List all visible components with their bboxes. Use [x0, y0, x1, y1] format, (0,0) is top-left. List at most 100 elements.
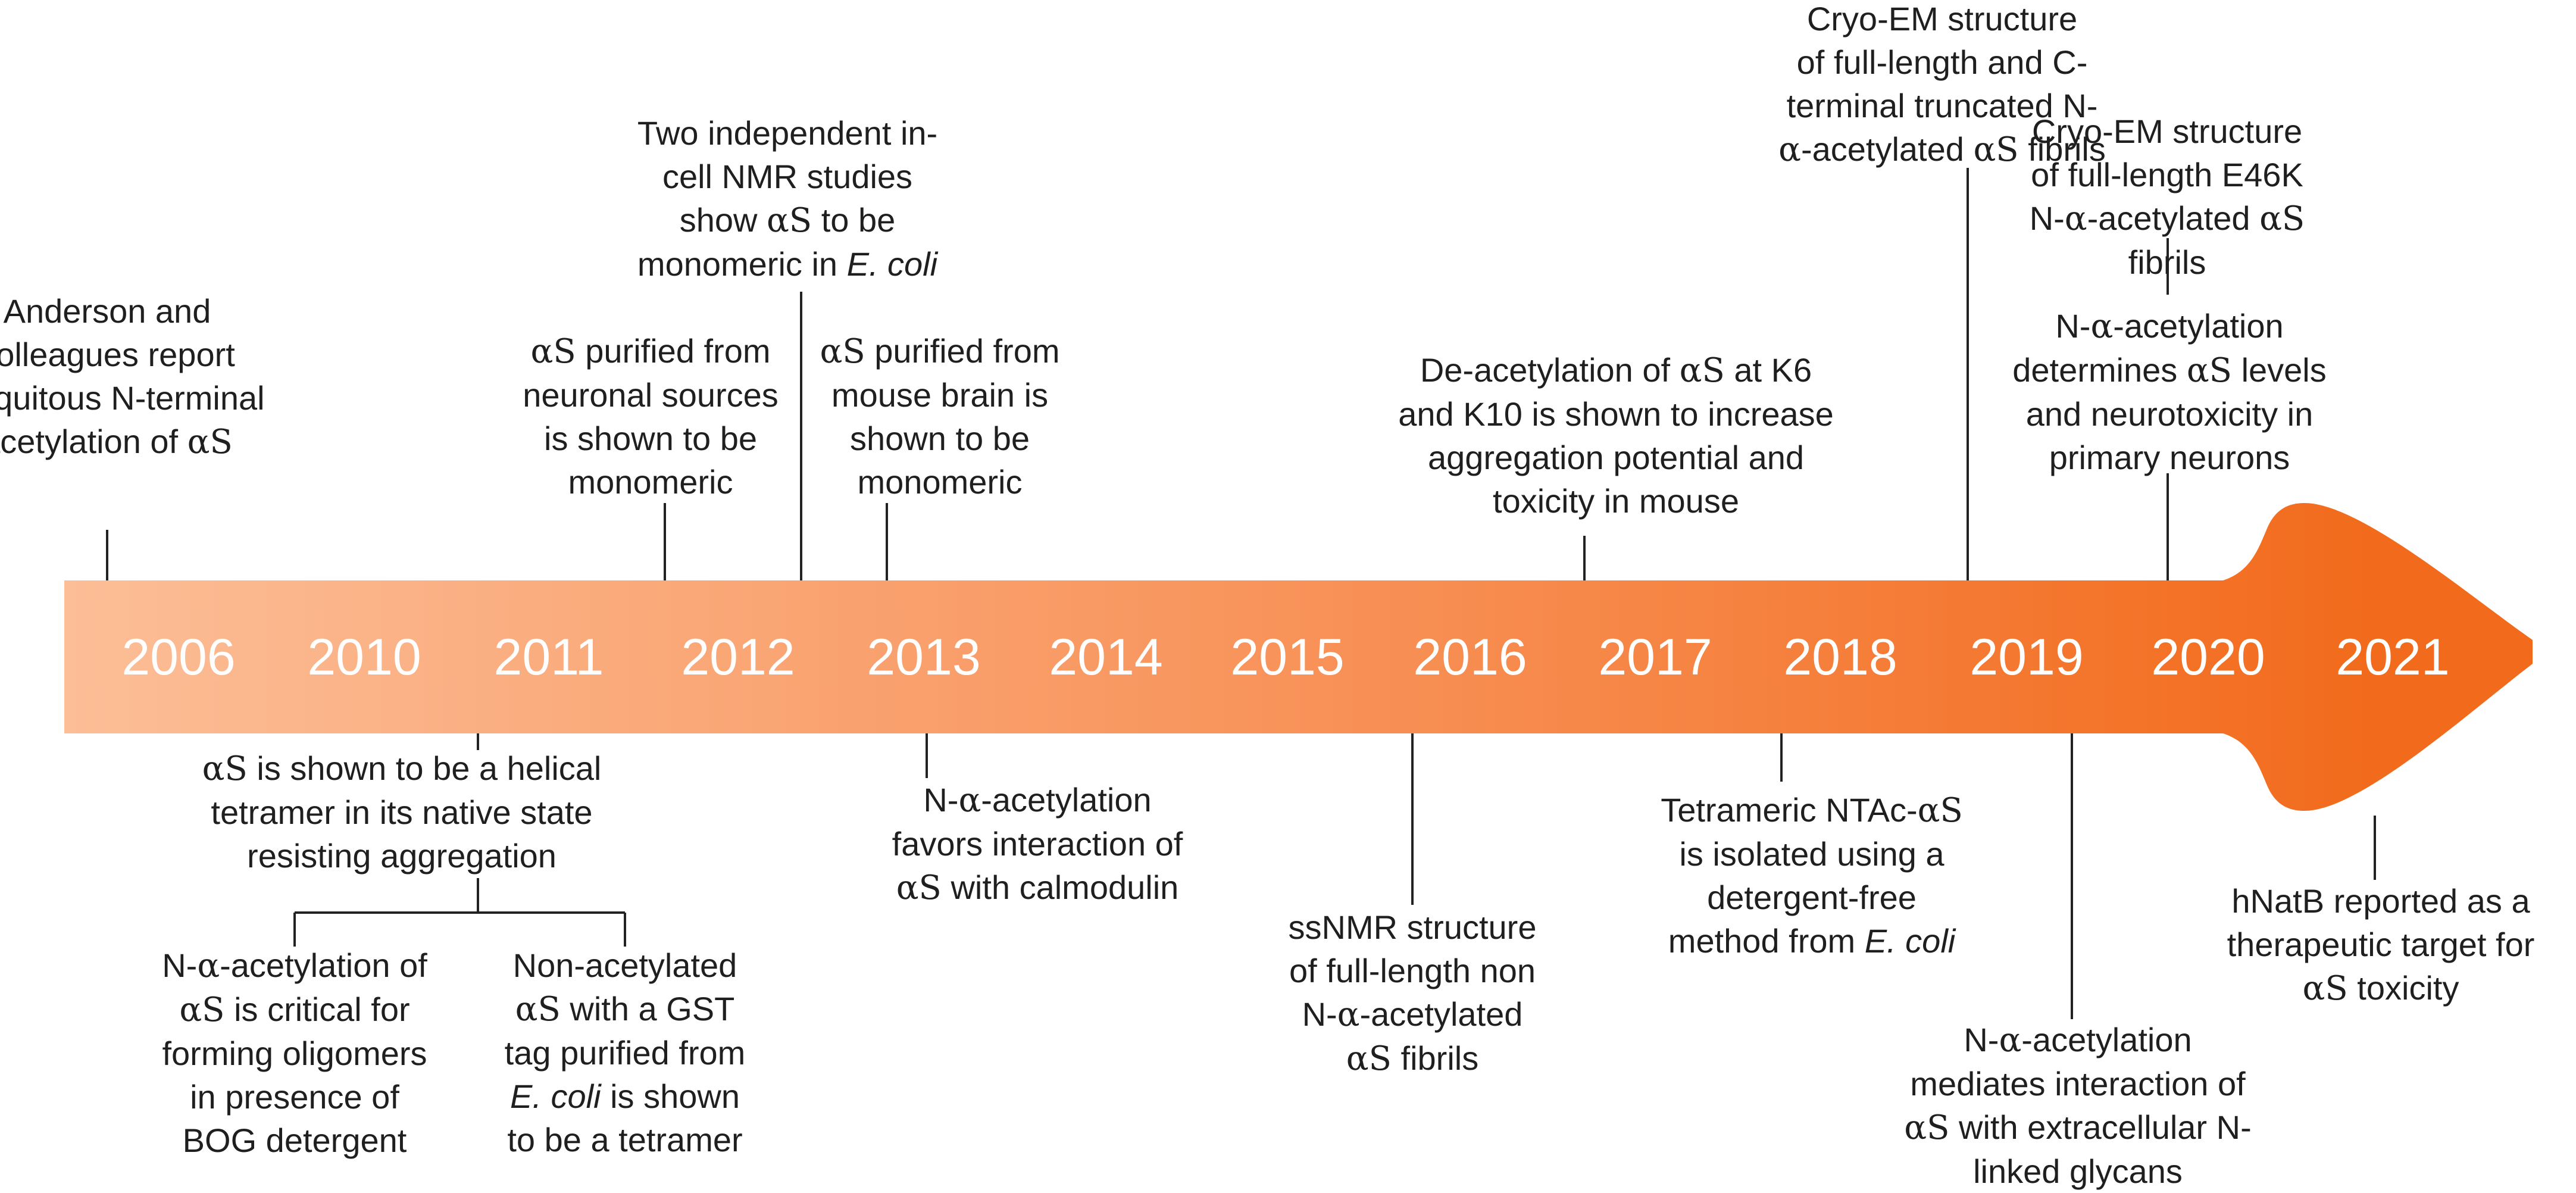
annotation-line: to be a tetramer	[507, 1121, 743, 1158]
greek-symbol: αS	[202, 749, 248, 788]
event-helical-tetramer: αS is shown to be a helical tetramer in i…	[202, 747, 602, 877]
year-label-2013: 2013	[867, 629, 980, 686]
annotation-line: αS purified from	[820, 332, 1060, 371]
annotation-line: in presence of	[190, 1078, 399, 1116]
italic-term: E. coli	[510, 1078, 601, 1115]
annotation-line: mediates interaction of	[1910, 1065, 2246, 1103]
annotation-line: αS with calmodulin	[896, 869, 1179, 907]
greek-symbol: αS	[1904, 1108, 1950, 1147]
year-label-2020: 2020	[2151, 629, 2265, 686]
annotation-line: αS fibrils	[1346, 1039, 1479, 1078]
annotation-line: determines αS levels	[2012, 351, 2327, 390]
italic-term: E. coli	[1864, 922, 1956, 960]
annotation-line: N-α-acetylation	[1964, 1021, 2192, 1060]
annotation-line: α-acetylated αS fibrils	[1778, 130, 2106, 169]
annotation-line: monomeric in E. coli	[637, 245, 938, 283]
event-neuronal-monomeric: αS purified from neuronal sources is shown…	[523, 329, 779, 504]
year-label-2016: 2016	[1413, 629, 1527, 686]
annotation-line: show αS to be	[679, 201, 896, 240]
annotation-line: terminal truncated N-	[1786, 87, 2098, 124]
annotation-line: N-α-acetylated αS	[2029, 199, 2305, 238]
annotation-line: Cryo-EM structure	[1806, 0, 2078, 38]
event-cryo-em-2019: Cryo-EM structure of full-length and C-te…	[1778, 0, 2106, 171]
annotation-line: therapeutic target for	[2227, 926, 2535, 963]
year-label-2015: 2015	[1230, 629, 1344, 686]
timeline-arrow	[64, 503, 2533, 811]
greek-symbol: α	[1778, 130, 1801, 169]
annotation-line: of full-length and C-	[1796, 43, 2088, 81]
annotation-line: Tetrameric NTAc-αS	[1661, 791, 1963, 830]
greek-symbol: αS	[179, 991, 225, 1029]
greek-symbol: αS	[2186, 351, 2233, 390]
annotation-line: N-α-acetylation	[923, 781, 1152, 820]
event-hnatb: hNatB reported as a therapeutic target fo…	[2227, 879, 2535, 1010]
greek-symbol: αS	[187, 423, 233, 461]
year-label-2019: 2019	[1969, 629, 2083, 686]
annotation-line: N-α-acetylation	[2055, 307, 2284, 346]
greek-symbol: αS	[896, 869, 942, 907]
annotation-line: is shown to be	[544, 420, 757, 457]
annotation-line: is isolated using a	[1679, 835, 1944, 873]
annotation-line: aggregation potential and	[1427, 439, 1805, 476]
annotation-line: of full-length non	[1289, 952, 1536, 989]
greek-symbol: αS	[1679, 351, 1725, 390]
annotation-line: Two independent in-	[637, 114, 938, 152]
annotation-line: E. coli is shown	[510, 1078, 740, 1115]
annotation-line: N-α-acetylation of	[162, 947, 427, 985]
annotation-line: De-acetylation of αS at K6	[1420, 351, 1812, 390]
greek-symbol: α	[1999, 1021, 2022, 1060]
annotation-line: primary neurons	[2049, 439, 2290, 476]
greek-symbol: α	[1337, 995, 1360, 1034]
annotation-line: fibrils	[2128, 243, 2206, 281]
annotation-line: cell NMR studies	[662, 158, 913, 195]
event-glycans: N-α-acetylation mediates interaction of αS…	[1904, 1018, 2251, 1193]
year-label-2011: 2011	[494, 629, 604, 686]
greek-symbol: αS	[1973, 130, 2019, 169]
annotation-line: hNatB reported as a	[2231, 882, 2530, 920]
annotation-line: monomeric	[568, 463, 733, 501]
greek-symbol: αS	[530, 332, 576, 371]
greek-symbol: αS	[2302, 969, 2348, 1008]
event-mouse-brain-monomeric: αS purified from mouse brain is shown to b…	[820, 329, 1060, 504]
annotation-line: monomeric	[857, 463, 1023, 501]
annotation-line: favors interaction of	[892, 825, 1183, 863]
annotation-line: αS with extracellular N-	[1904, 1108, 2252, 1147]
event-in-cell-nmr: Two independent in-cell NMR studies show …	[637, 111, 937, 286]
annotation-line: BOG detergent	[182, 1122, 407, 1159]
greek-symbol: αS	[2259, 199, 2305, 238]
event-calmodulin: N-α-acetylation favors interaction of αS w…	[892, 778, 1183, 910]
greek-symbol: α	[2064, 199, 2087, 238]
event-gst-tetramer: Non-acetylated αS with a GST tag purified …	[505, 944, 746, 1161]
event-ssnmr: ssNMR structure of full-length non N-α-ace…	[1289, 905, 1537, 1080]
annotation-line: αS purified from	[530, 332, 771, 371]
annotation-line: Cryo-EM structure	[2031, 113, 2303, 150]
year-label-2010: 2010	[307, 629, 421, 686]
annotation-line: αS with a GST	[515, 990, 735, 1029]
annotation-line: acetylation of αS	[0, 423, 233, 461]
annotation-line: shown to be	[850, 420, 1030, 457]
greek-symbol: α	[2090, 307, 2114, 346]
annotation-line: toxicity in mouse	[1493, 482, 1739, 520]
annotation-line: mouse brain is	[831, 376, 1049, 414]
annotation-line: resisting aggregation	[247, 837, 557, 875]
greek-symbol: α	[958, 781, 981, 820]
event-cryo-em-e46k: Cryo-EM structure of full-length E46K N-α-…	[2030, 110, 2305, 284]
annotation-line: forming oligomers	[162, 1035, 427, 1072]
year-label-2012: 2012	[681, 629, 795, 686]
annotation-line: detergent-free	[1707, 879, 1917, 916]
annotation-line: of full-length E46K	[2031, 156, 2303, 193]
annotation-line: tag purified from	[504, 1034, 746, 1072]
annotation-line: ubiquitous N-terminal	[0, 379, 265, 417]
annotation-line: tetramer in its native state	[211, 794, 593, 831]
annotation-line: and neurotoxicity in	[2025, 395, 2314, 433]
annotation-line: αS toxicity	[2302, 969, 2459, 1008]
annotation-line: and K10 is shown to increase	[1398, 395, 1834, 433]
greek-symbol: αS	[820, 332, 865, 371]
greek-symbol: αS	[1917, 791, 1963, 830]
annotation-line: linked glycans	[1973, 1153, 2183, 1190]
event-deacetylation-k6-k10: De-acetylation of αS at K6 and K10 is sho…	[1398, 348, 1834, 523]
event-neurotoxicity-neurons: N-α-acetylation determines αS levels and n…	[2012, 304, 2327, 479]
year-label-2014: 2014	[1049, 629, 1162, 686]
event-anderson-acetylation: Anderson and colleagues report ubiquitous …	[0, 289, 265, 464]
